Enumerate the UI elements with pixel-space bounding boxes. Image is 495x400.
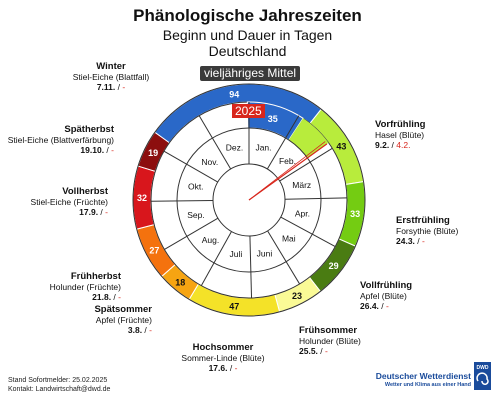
- month-line-2: [279, 147, 333, 182]
- month-line-11: [198, 115, 232, 170]
- ring-value-0: 43: [336, 141, 346, 151]
- dwd-tagline: Wetter und Klima aus einer Hand: [384, 382, 471, 388]
- season-label-vollherbst: Vollherbst Stiel-Eiche (Früchte) 17.9. /…: [30, 186, 108, 218]
- inner-ring-value: 35: [268, 114, 278, 124]
- ring-value-2: 29: [329, 261, 339, 271]
- footer-contact: Kontakt: Landwirtschaft@dwd.de: [8, 386, 111, 393]
- ring-value-8: 19: [148, 148, 158, 158]
- season-label-spaetsommer: Spätsommer Apfel (Früchte) 3.8. / -: [94, 304, 152, 336]
- season-label-vollfruehling: Vollfrühling Apfel (Blüte) 26.4. / -: [360, 280, 413, 312]
- long-term-mean-badge: vieljähriges Mittel: [200, 66, 301, 81]
- chart-region: Deutschland: [208, 43, 287, 59]
- month-line-10: [163, 150, 219, 183]
- season-label-winter: Winter Stiel-Eiche (Blattfall) 7.11. / -: [72, 61, 150, 93]
- chart-subtitle: Beginn und Dauer in Tagen: [162, 27, 333, 43]
- ring-value-6: 27: [149, 246, 159, 256]
- ring-value-9: 94: [229, 90, 239, 100]
- month-label-6: Juli: [229, 249, 242, 259]
- season-label-vorfruehling: Vorfrühling Hasel (Blüte) 9.2. / 4.2.: [375, 119, 426, 151]
- month-labels: Jan. Feb. März Apr. Mai Juni Juli Aug. Sep. Okt. N…: [187, 142, 311, 258]
- month-label-2: März: [292, 180, 311, 190]
- season-label-hochsommer: Hochsommer Sommer-Linde (Blüte) 17.6. / …: [181, 342, 265, 374]
- season-label-fruehherbst: Frühherbst Holunder (Früchte) 21.8. / -: [49, 271, 121, 303]
- month-label-1: Feb.: [279, 156, 296, 166]
- month-line-4: [280, 216, 336, 247]
- month-label-7: Aug.: [202, 235, 220, 245]
- ring-values: 43 33 29 23 47 18 27 32 19 94 35: [137, 90, 360, 312]
- month-label-0: Jan.: [255, 142, 271, 152]
- ring-value-5: 18: [175, 278, 185, 288]
- month-line-6: [249, 235, 253, 298]
- date-pointer-line-2: [248, 141, 326, 201]
- inner-ring-vorfruehling-2025: [288, 118, 329, 158]
- dwd-name: Deutscher Wetterdienst: [375, 371, 471, 381]
- ring-value-1: 33: [350, 209, 360, 219]
- month-label-11: Dez.: [226, 142, 243, 152]
- month-line-5: [267, 230, 301, 285]
- month-line-7: [200, 231, 232, 286]
- season-label-fruehsommer: Frühsommer Holunder (Blüte) 25.5. / -: [299, 325, 361, 357]
- ring-value-7: 32: [137, 193, 147, 203]
- chart-title: Phänologische Jahreszeiten: [133, 6, 362, 25]
- month-line-8: [164, 217, 219, 250]
- footer-stand: Stand Sofortmelder: 25.02.2025: [8, 377, 108, 384]
- ring-value-4: 47: [229, 301, 239, 311]
- month-label-8: Sep.: [187, 210, 205, 220]
- month-line-9: [151, 199, 214, 202]
- date-pointer: [248, 141, 328, 201]
- season-label-erstfruehling: Erstfrühling Forsythie (Blüte) 24.3. / -: [396, 215, 459, 247]
- svg-text:DWD: DWD: [477, 365, 489, 371]
- dwd-logo-icon: DWD: [474, 362, 491, 390]
- outer-edge: [132, 83, 366, 317]
- date-pointer-line: [248, 143, 328, 201]
- month-label-9: Okt.: [188, 182, 204, 192]
- month-label-5: Juni: [257, 248, 273, 258]
- ring-value-3: 23: [292, 291, 302, 301]
- month-label-10: Nov.: [201, 157, 218, 167]
- month-label-4: Mai: [282, 233, 296, 243]
- footer: Stand Sofortmelder: 25.02.2025 Kontakt: …: [8, 376, 110, 394]
- month-label-3: Apr.: [295, 208, 310, 218]
- month-line-3: [284, 197, 347, 200]
- dwd-brand: Deutscher Wetterdienst Wetter und Klima …: [376, 371, 471, 389]
- season-label-spaetherbst: Spätherbst Stiel-Eiche (Blattverfärbung)…: [7, 124, 114, 156]
- month-line-1: [266, 115, 300, 170]
- year-2025-badge: 2025: [232, 104, 265, 118]
